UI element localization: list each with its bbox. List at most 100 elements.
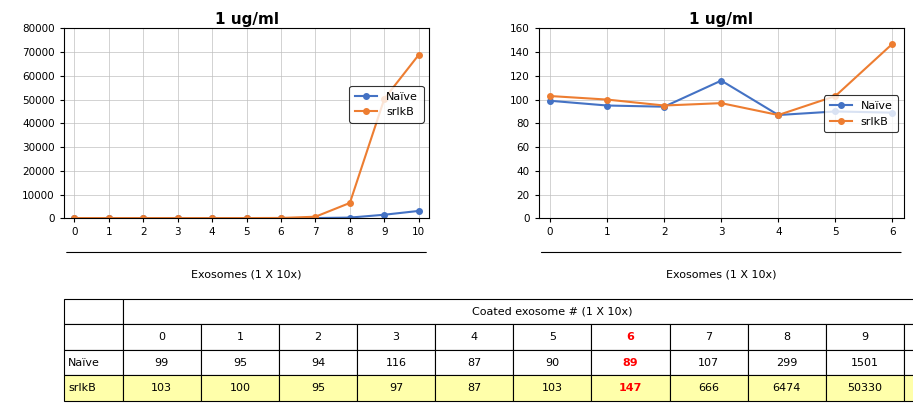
FancyBboxPatch shape xyxy=(669,324,748,350)
FancyBboxPatch shape xyxy=(904,324,913,350)
Text: Naïve: Naïve xyxy=(68,358,100,368)
Title: 1 ug/ml: 1 ug/ml xyxy=(215,12,278,27)
Text: 5: 5 xyxy=(549,332,556,342)
Text: 9: 9 xyxy=(861,332,868,342)
Line: srIkB: srIkB xyxy=(71,52,422,221)
FancyBboxPatch shape xyxy=(669,350,748,375)
Text: 147: 147 xyxy=(619,383,642,393)
FancyBboxPatch shape xyxy=(64,324,122,350)
Text: 100: 100 xyxy=(229,383,250,393)
srIkB xyxy=(414,52,425,57)
FancyBboxPatch shape xyxy=(201,375,279,401)
Text: Coated exosome # (1 X 10x): Coated exosome # (1 X 10x) xyxy=(472,307,633,316)
Naïve xyxy=(103,215,114,220)
Text: 6474: 6474 xyxy=(772,383,801,393)
Naïve xyxy=(68,215,79,220)
srIkB xyxy=(138,215,149,220)
srIkB xyxy=(206,216,217,221)
FancyBboxPatch shape xyxy=(825,350,904,375)
Title: 1 ug/ml: 1 ug/ml xyxy=(689,12,753,27)
FancyBboxPatch shape xyxy=(279,324,357,350)
Text: 8: 8 xyxy=(783,332,791,342)
FancyBboxPatch shape xyxy=(592,375,669,401)
Naïve xyxy=(310,215,320,220)
Text: 95: 95 xyxy=(233,358,247,368)
Text: 87: 87 xyxy=(467,383,481,393)
Naïve xyxy=(344,215,355,220)
Text: 6: 6 xyxy=(626,332,635,342)
srIkB xyxy=(68,215,79,220)
Text: 0: 0 xyxy=(158,332,165,342)
FancyBboxPatch shape xyxy=(436,350,513,375)
Naïve xyxy=(173,215,184,220)
srIkB xyxy=(830,94,841,98)
Naïve xyxy=(379,212,390,217)
srIkB xyxy=(772,113,783,117)
FancyBboxPatch shape xyxy=(357,350,436,375)
Naïve xyxy=(414,209,425,213)
Text: 99: 99 xyxy=(154,358,169,368)
FancyBboxPatch shape xyxy=(436,324,513,350)
Text: 4: 4 xyxy=(471,332,477,342)
Line: Naïve: Naïve xyxy=(547,78,896,118)
Line: Naïve: Naïve xyxy=(71,208,422,221)
Text: 97: 97 xyxy=(389,383,404,393)
srIkB xyxy=(379,96,390,101)
Text: 1: 1 xyxy=(236,332,244,342)
Naïve xyxy=(602,103,613,108)
srIkB xyxy=(887,41,897,46)
FancyBboxPatch shape xyxy=(513,324,592,350)
Text: Exosomes (1 X 10x): Exosomes (1 X 10x) xyxy=(191,270,302,279)
FancyBboxPatch shape xyxy=(904,375,913,401)
FancyBboxPatch shape xyxy=(279,375,357,401)
Text: 107: 107 xyxy=(698,358,719,368)
FancyBboxPatch shape xyxy=(279,350,357,375)
FancyBboxPatch shape xyxy=(122,298,913,324)
FancyBboxPatch shape xyxy=(64,350,122,375)
Text: 90: 90 xyxy=(545,358,560,368)
FancyBboxPatch shape xyxy=(64,375,122,401)
Naïve xyxy=(545,98,556,103)
srIkB xyxy=(276,215,287,220)
FancyBboxPatch shape xyxy=(201,324,279,350)
FancyBboxPatch shape xyxy=(513,350,592,375)
FancyBboxPatch shape xyxy=(592,324,669,350)
srIkB xyxy=(716,101,727,106)
FancyBboxPatch shape xyxy=(436,375,513,401)
Naïve xyxy=(241,215,252,220)
FancyBboxPatch shape xyxy=(825,324,904,350)
FancyBboxPatch shape xyxy=(825,375,904,401)
Text: 1501: 1501 xyxy=(851,358,879,368)
Text: 87: 87 xyxy=(467,358,481,368)
Text: 3: 3 xyxy=(393,332,400,342)
Text: Exosomes (1 X 10x): Exosomes (1 X 10x) xyxy=(666,270,777,279)
FancyBboxPatch shape xyxy=(201,350,279,375)
FancyBboxPatch shape xyxy=(122,375,201,401)
srIkB xyxy=(103,215,114,220)
Naïve xyxy=(659,104,670,109)
srIkB xyxy=(310,214,320,219)
Text: 103: 103 xyxy=(152,383,173,393)
Text: 50330: 50330 xyxy=(847,383,882,393)
Naïve xyxy=(830,109,841,114)
Text: 103: 103 xyxy=(541,383,562,393)
FancyBboxPatch shape xyxy=(592,350,669,375)
srIkB xyxy=(173,215,184,220)
Text: srIkB: srIkB xyxy=(68,383,96,393)
Legend: Naïve, srIkB: Naïve, srIkB xyxy=(824,96,898,132)
FancyBboxPatch shape xyxy=(904,350,913,375)
Text: 89: 89 xyxy=(623,358,638,368)
srIkB xyxy=(545,94,556,98)
FancyBboxPatch shape xyxy=(748,375,825,401)
Text: 666: 666 xyxy=(698,383,719,393)
FancyBboxPatch shape xyxy=(513,375,592,401)
Naïve xyxy=(138,215,149,220)
Naïve xyxy=(276,215,287,220)
FancyBboxPatch shape xyxy=(669,375,748,401)
Naïve xyxy=(772,113,783,117)
FancyBboxPatch shape xyxy=(122,350,201,375)
FancyBboxPatch shape xyxy=(748,350,825,375)
Text: 299: 299 xyxy=(776,358,797,368)
Naïve xyxy=(716,78,727,83)
Text: 94: 94 xyxy=(310,358,325,368)
